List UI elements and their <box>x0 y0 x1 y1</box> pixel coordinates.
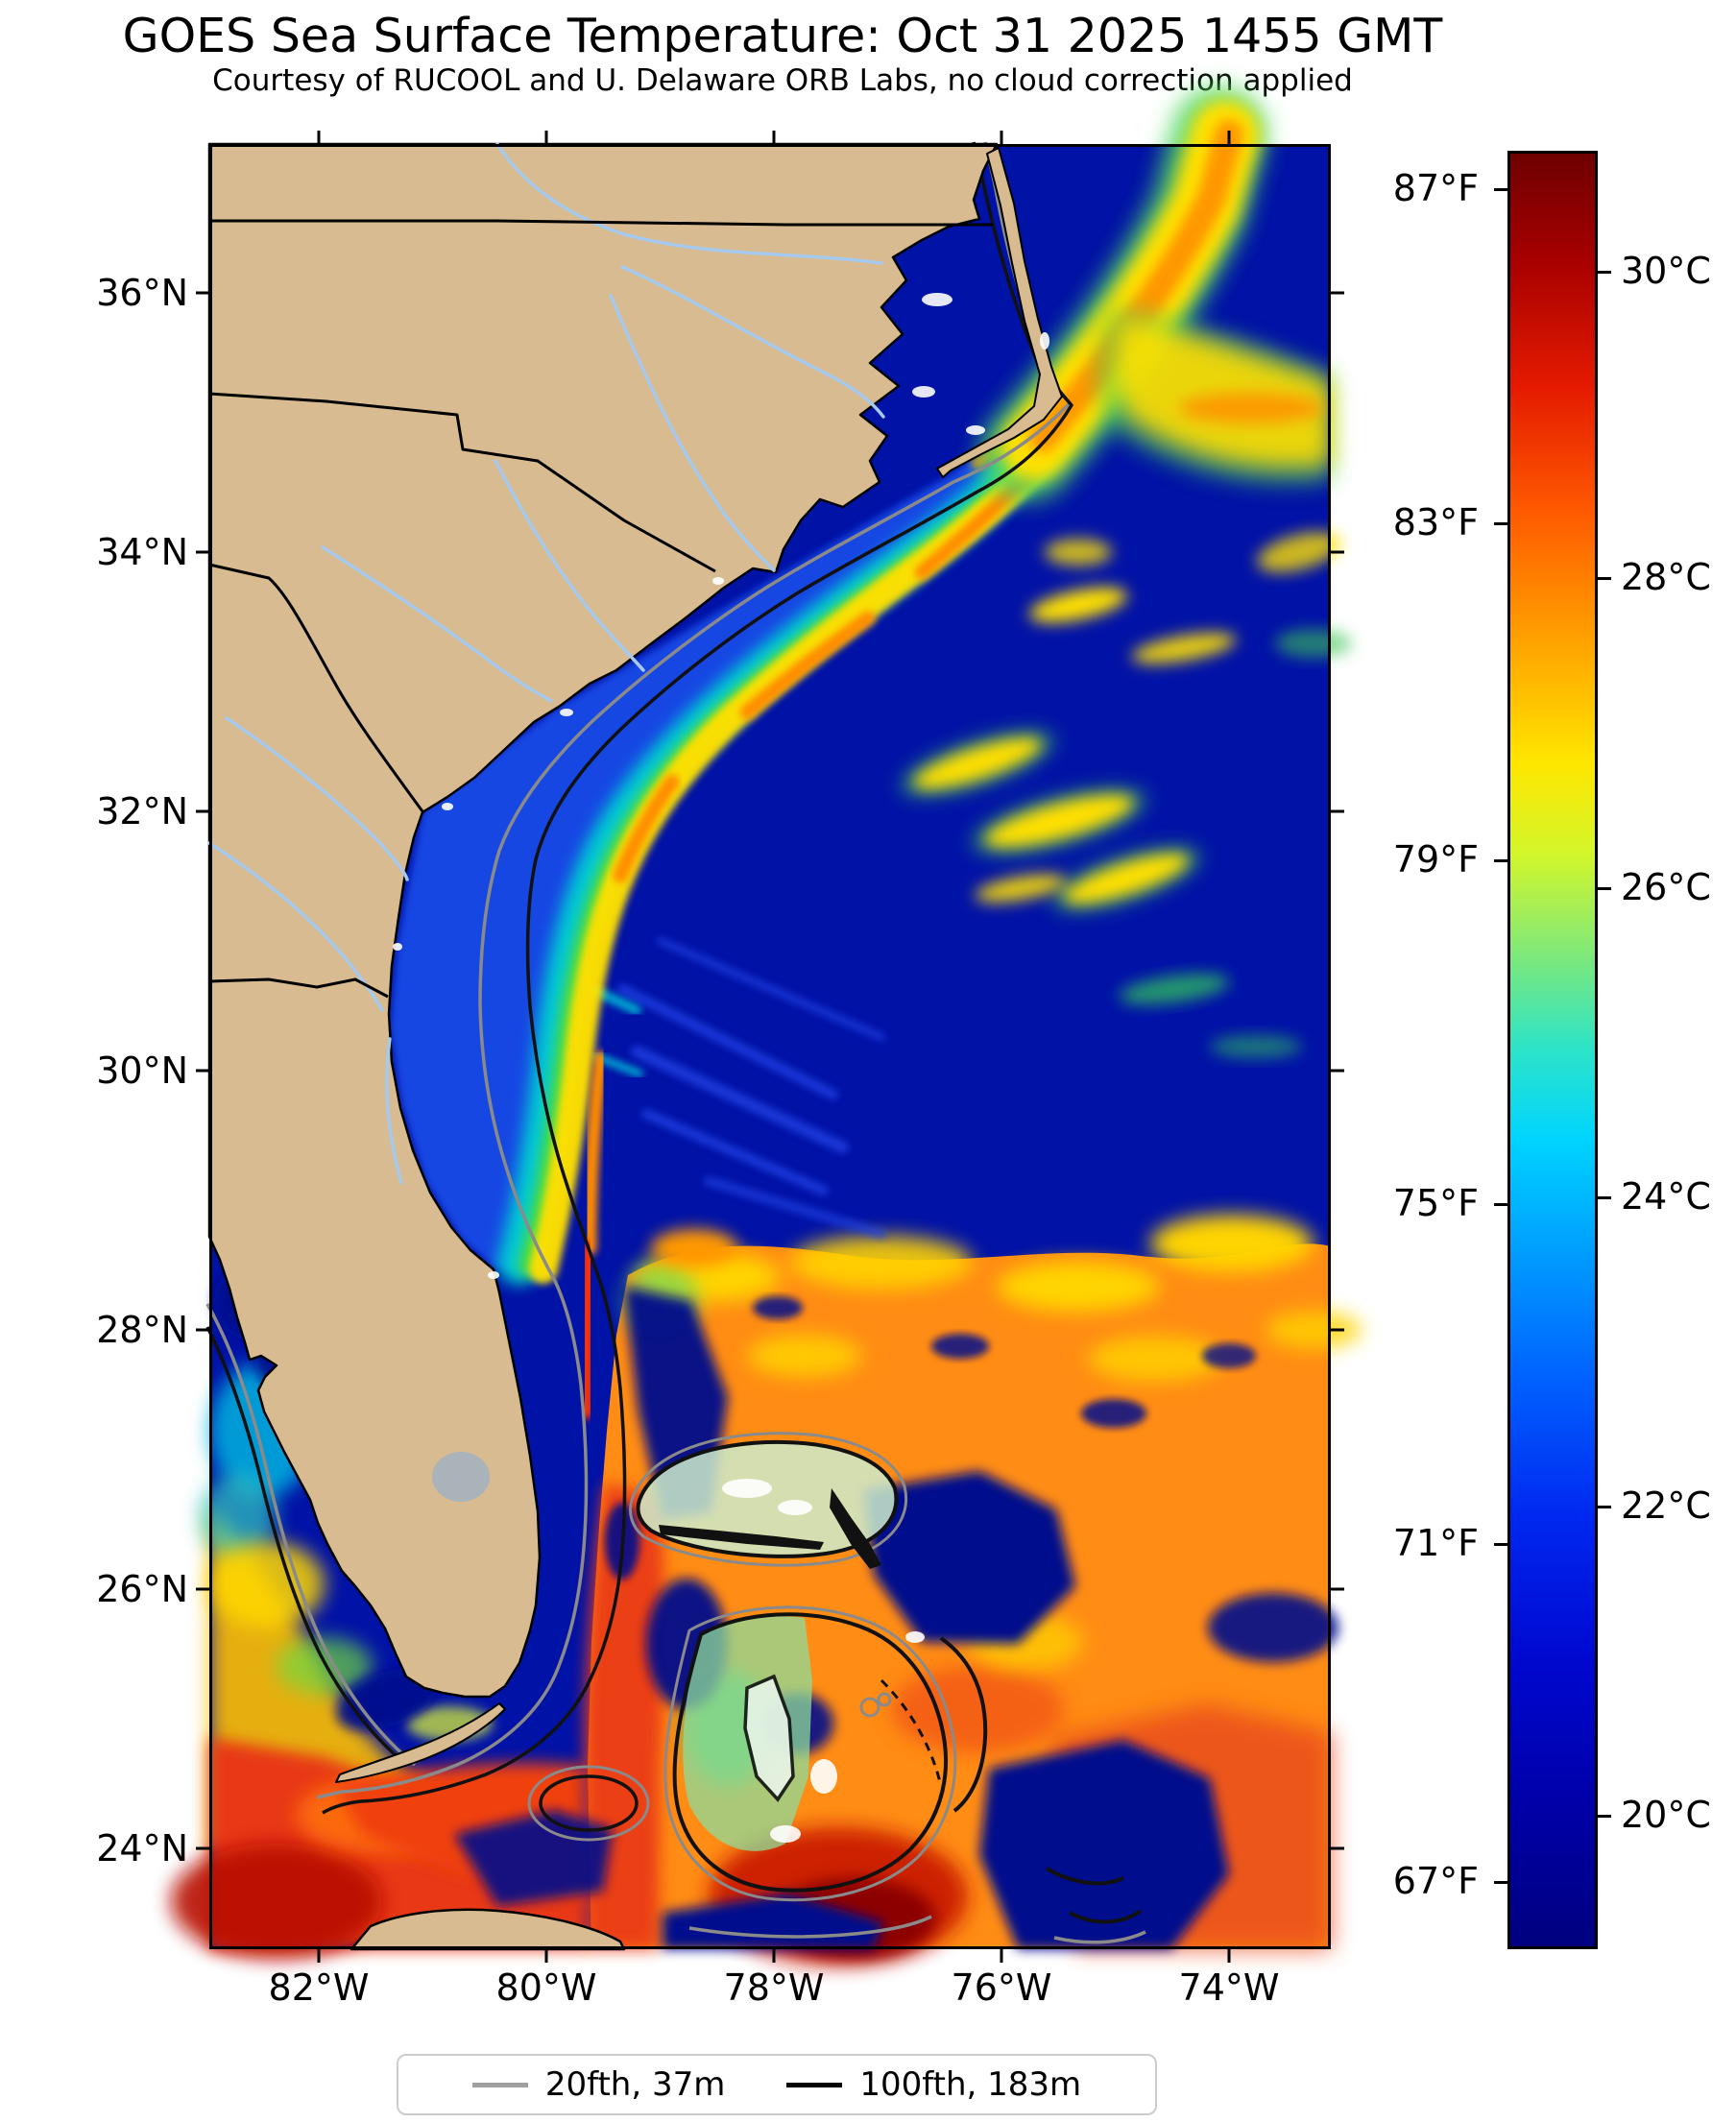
eddy-streaks <box>587 937 886 1239</box>
colorbar-label-22c: 22°C <box>1621 1484 1711 1527</box>
figure-subtitle: Courtesy of RUCOOL and U. Delaware ORB L… <box>212 63 1353 99</box>
lon-tick-label-78w: 78°W <box>723 1966 825 2009</box>
legend-label-20fth: 20fth, 37m <box>544 2065 726 2104</box>
colorbar-tick <box>1598 1815 1611 1818</box>
lat-tick-label-30n: 30°N <box>96 1049 188 1092</box>
colorbar-label-67f: 67°F <box>1392 1860 1479 1902</box>
lat-tick-label-34n: 34°N <box>96 531 188 573</box>
lat-tick-label-28n: 28°N <box>96 1309 188 1351</box>
colorbar-label-28c: 28°C <box>1621 556 1711 598</box>
lat-tick-label-32n: 32°N <box>96 790 188 832</box>
colorbar-tick <box>1598 1196 1611 1199</box>
lon-tick-label-76w: 76°W <box>951 1966 1052 2009</box>
figure-title: GOES Sea Surface Temperature: Oct 31 202… <box>122 9 1443 63</box>
depth-contour-100fth <box>205 141 1073 1815</box>
colorbar-tick <box>1598 1506 1611 1508</box>
rivers-layer <box>207 142 885 1185</box>
sst-map-canvas <box>171 86 1362 1966</box>
colorbar-label-26c: 26°C <box>1621 866 1711 908</box>
colorbar-tick <box>1598 271 1611 274</box>
temperature-colorbar <box>1507 151 1598 1949</box>
colorbar-tick <box>1494 859 1507 862</box>
map-frame <box>196 131 1344 1963</box>
lat-tick-label-26n: 26°N <box>96 1568 188 1610</box>
colorbar-label-24c: 24°C <box>1621 1175 1711 1218</box>
no-data-specks <box>393 293 1049 1843</box>
colorbar-tick <box>1494 522 1507 525</box>
legend-item-20fth: 20fth, 37m <box>471 2065 726 2104</box>
colorbar-tick <box>1494 188 1507 191</box>
colorbar-label-71f: 71°F <box>1392 1522 1479 1564</box>
state-borders <box>208 219 993 999</box>
cuba-coast <box>350 1908 626 1951</box>
legend-label-100fth: 100fth, 183m <box>859 2065 1082 2104</box>
lon-tick-label-74w: 74°W <box>1178 1966 1280 2009</box>
bahamas-layer <box>527 1432 1143 1924</box>
mainland <box>207 142 999 1699</box>
colorbar-label-79f: 79°F <box>1392 838 1479 881</box>
map-ticks <box>196 131 1344 1963</box>
legend-item-100fth: 100fth, 183m <box>786 2065 1081 2104</box>
lat-tick-label-24n: 24°N <box>96 1827 188 1870</box>
colorbar-tick <box>1494 1203 1507 1206</box>
colorbar-label-20c: 20°C <box>1621 1794 1711 1836</box>
title-block: GOES Sea Surface Temperature: Oct 31 202… <box>0 9 1565 100</box>
lake-okeechobee <box>432 1452 490 1502</box>
gray-contour-line-sample <box>471 2082 528 2087</box>
florida-keys <box>335 1702 506 1783</box>
lat-tick-label-36n: 36°N <box>96 272 188 314</box>
depth-contour-legend: 20fth, 37m 100fth, 183m <box>397 2054 1157 2115</box>
colorbar-label-75f: 75°F <box>1392 1182 1479 1224</box>
cloud-layer <box>214 1263 1338 1949</box>
black-contour-line-sample <box>786 2082 843 2087</box>
colorbar-tick <box>1494 1543 1507 1546</box>
colorbar-label-83f: 83°F <box>1392 501 1479 543</box>
depth-contour-20fth <box>205 141 1146 1944</box>
land-layer <box>207 142 1063 1951</box>
lon-tick-label-80w: 80°W <box>495 1966 597 2009</box>
colorbar-tick <box>1494 1881 1507 1884</box>
colorbar-label-30c: 30°C <box>1621 250 1711 292</box>
colorbar-tick <box>1598 887 1611 890</box>
colorbar-tick <box>1598 577 1611 580</box>
warm-streaks <box>899 532 1352 1058</box>
lon-tick-label-82w: 82°W <box>268 1966 370 2009</box>
colorbar-label-87f: 87°F <box>1392 167 1479 209</box>
